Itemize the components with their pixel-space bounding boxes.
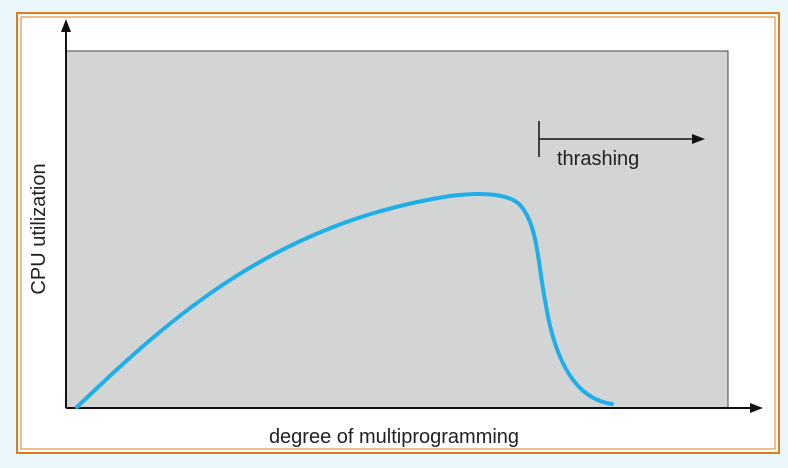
- thrashing-arrowhead: [692, 134, 705, 144]
- x-axis-arrowhead: [750, 403, 763, 413]
- frame-inner-border: [20, 16, 776, 450]
- y-axis-arrowhead: [61, 19, 71, 32]
- plot-area: [65, 50, 729, 409]
- x-axis-label: degree of multiprogramming: [269, 426, 519, 448]
- y-axis-label: CPU utilization: [28, 163, 50, 294]
- thrashing-label: thrashing: [557, 148, 639, 170]
- cpu-utilization-curve: [75, 192, 614, 409]
